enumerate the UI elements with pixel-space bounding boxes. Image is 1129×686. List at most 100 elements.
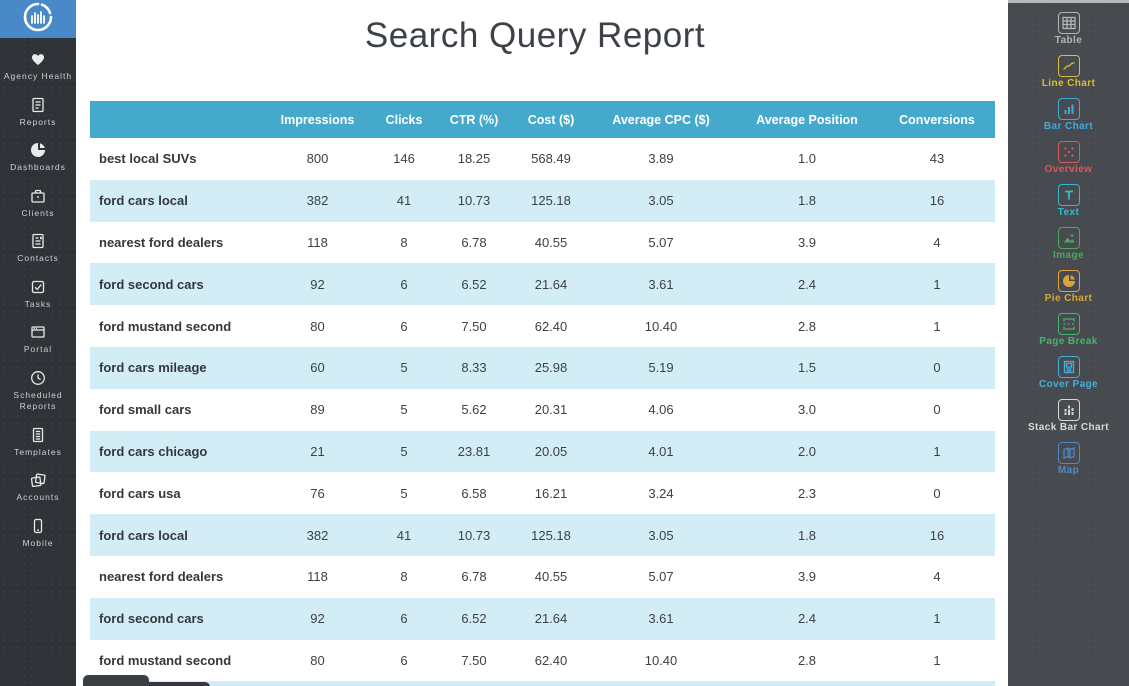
widget-map[interactable]: Map xyxy=(1008,438,1129,481)
widget-image[interactable]: Image xyxy=(1008,223,1129,266)
cell-impressions: 89 xyxy=(310,402,325,418)
table-row: nearest ford dealers 118 8 6.78 40.55 5.07 3.9… xyxy=(90,556,995,598)
table-row: ford cars usa 76 5 6.58 16.21 3.24 2.3 0 xyxy=(90,472,995,514)
cell-ctr: 6.52 xyxy=(461,611,487,627)
heart-icon xyxy=(29,50,47,68)
left-sidebar: Agency Health Reports Dashboards Clients Con… xyxy=(0,0,76,686)
widget-label: Line Chart xyxy=(1041,78,1096,89)
sidebar-item-templates[interactable]: Templates xyxy=(0,420,76,466)
bottom-toolbar[interactable] xyxy=(83,675,149,686)
cell-clicks: 5 xyxy=(400,360,408,376)
cell-conversions: 4 xyxy=(933,234,941,250)
cell-average-cpc: 3.05 xyxy=(648,527,674,543)
column-header-cost: Cost ($) xyxy=(527,112,575,127)
column-header-impressions: Impressions xyxy=(280,112,355,127)
table-row: ford small cars 89 5 5.62 20.31 4.06 3.0 0 xyxy=(90,389,995,431)
sidebar-item-dashboards[interactable]: Dashboards xyxy=(0,135,76,181)
template-document-icon xyxy=(29,426,47,444)
widget-label: Table xyxy=(1054,35,1083,46)
cell-average-cpc: 3.61 xyxy=(648,611,674,627)
page-break-icon xyxy=(1057,313,1080,335)
widget-pie-chart[interactable]: Pie Chart xyxy=(1008,266,1129,309)
sidebar-item-reports[interactable]: Reports xyxy=(0,90,76,136)
report-canvas: Search Query Report Impressions Clicks CTR… xyxy=(76,0,1008,686)
table-row-partial xyxy=(90,681,995,686)
cell-conversions: 0 xyxy=(933,485,941,501)
sidebar-item-agency-health[interactable]: Agency Health xyxy=(0,44,76,90)
cell-ctr: 6.52 xyxy=(461,276,487,292)
widget-stack-bar-chart[interactable]: Stack Bar Chart xyxy=(1008,395,1129,438)
cell-impressions: 92 xyxy=(310,611,325,627)
cell-ctr: 7.50 xyxy=(461,652,487,668)
search-query-table: Impressions Clicks CTR (%) Cost ($) Average … xyxy=(90,101,995,686)
cell-ctr: 10.73 xyxy=(457,193,491,209)
widget-table[interactable]: Table xyxy=(1008,8,1129,51)
sidebar-item-label: Portal xyxy=(23,344,53,354)
cell-conversions: 0 xyxy=(933,402,941,418)
cell-impressions: 80 xyxy=(310,652,325,668)
cell-impressions: 60 xyxy=(310,360,325,376)
widget-label: Stack Bar Chart xyxy=(1027,422,1110,433)
cell-average-position: 3.9 xyxy=(797,234,817,250)
cell-cost: 25.98 xyxy=(534,360,568,376)
cell-average-cpc: 5.07 xyxy=(648,234,674,250)
column-header-clicks: Clicks xyxy=(385,112,423,127)
cell-average-position: 2.8 xyxy=(797,652,817,668)
bar-chart-icon xyxy=(1057,98,1080,120)
contact-card-icon xyxy=(29,232,47,250)
cell-average-position: 2.4 xyxy=(797,611,817,627)
cell-impressions: 800 xyxy=(306,151,329,167)
sidebar-item-label: Templates xyxy=(14,446,62,457)
horizontal-scrollbar[interactable] xyxy=(1008,0,1129,3)
cell-clicks: 5 xyxy=(400,402,408,418)
widget-label: Image xyxy=(1053,250,1084,261)
cell-impressions: 118 xyxy=(307,234,328,250)
sidebar-item-portal[interactable]: Portal xyxy=(0,317,76,363)
sidebar-item-clients[interactable]: Clients xyxy=(0,181,76,227)
cell-clicks: 6 xyxy=(400,652,408,668)
pie-dashboard-icon xyxy=(29,141,47,159)
cell-cost: 21.64 xyxy=(534,611,568,627)
sidebar-item-label: Clients xyxy=(21,207,55,218)
cell-query: ford second cars xyxy=(99,276,204,292)
table-row: ford second cars 92 6 6.52 21.64 3.61 2.4 1 xyxy=(90,263,995,306)
widget-line-chart[interactable]: Line Chart xyxy=(1008,51,1129,94)
line-chart-icon xyxy=(1057,55,1080,77)
cell-impressions: 80 xyxy=(310,318,325,334)
cell-average-position: 2.3 xyxy=(797,485,817,501)
widget-page-break[interactable]: Page Break xyxy=(1008,309,1129,352)
widget-overview[interactable]: Overview xyxy=(1008,137,1129,180)
stacked-cards-icon xyxy=(29,471,47,489)
sidebar-item-mobile[interactable]: Mobile xyxy=(0,511,76,557)
table-row: ford cars local 382 41 10.73 125.18 3.05 1.8 16 xyxy=(90,179,995,222)
cell-conversions: 1 xyxy=(933,652,941,668)
cell-clicks: 6 xyxy=(400,276,408,292)
text-widget-icon xyxy=(1057,184,1080,206)
sidebar-item-scheduled-reports[interactable]: Scheduled Reports xyxy=(0,363,76,420)
cell-ctr: 5.62 xyxy=(461,402,487,418)
browser-window-icon xyxy=(29,323,47,341)
bottom-toolbar-shadow xyxy=(92,682,210,686)
cell-cost: 62.40 xyxy=(534,318,568,334)
sidebar-item-tasks[interactable]: Tasks xyxy=(0,272,76,318)
cell-conversions: 1 xyxy=(933,443,941,459)
cell-average-cpc: 10.40 xyxy=(644,318,678,334)
app-logo[interactable] xyxy=(0,0,76,38)
cell-cost: 21.64 xyxy=(534,276,568,292)
cell-impressions: 21 xyxy=(310,443,325,459)
image-widget-icon xyxy=(1057,227,1080,249)
pie-chart-icon xyxy=(1057,270,1080,292)
cell-cost: 20.31 xyxy=(534,402,568,418)
widget-text[interactable]: Text xyxy=(1008,180,1129,223)
widget-cover-page[interactable]: Cover Page xyxy=(1008,352,1129,395)
sidebar-item-contacts[interactable]: Contacts xyxy=(0,226,76,272)
report-document-icon xyxy=(29,96,47,114)
sidebar-item-accounts[interactable]: Accounts xyxy=(0,465,76,511)
cell-average-position: 2.0 xyxy=(797,443,817,459)
cell-cost: 40.55 xyxy=(534,569,568,585)
widget-bar-chart[interactable]: Bar Chart xyxy=(1008,94,1129,137)
column-header-ctr: CTR (%) xyxy=(449,112,499,127)
cell-query: ford mustand second xyxy=(99,652,232,668)
cell-ctr: 23.81 xyxy=(457,443,491,459)
